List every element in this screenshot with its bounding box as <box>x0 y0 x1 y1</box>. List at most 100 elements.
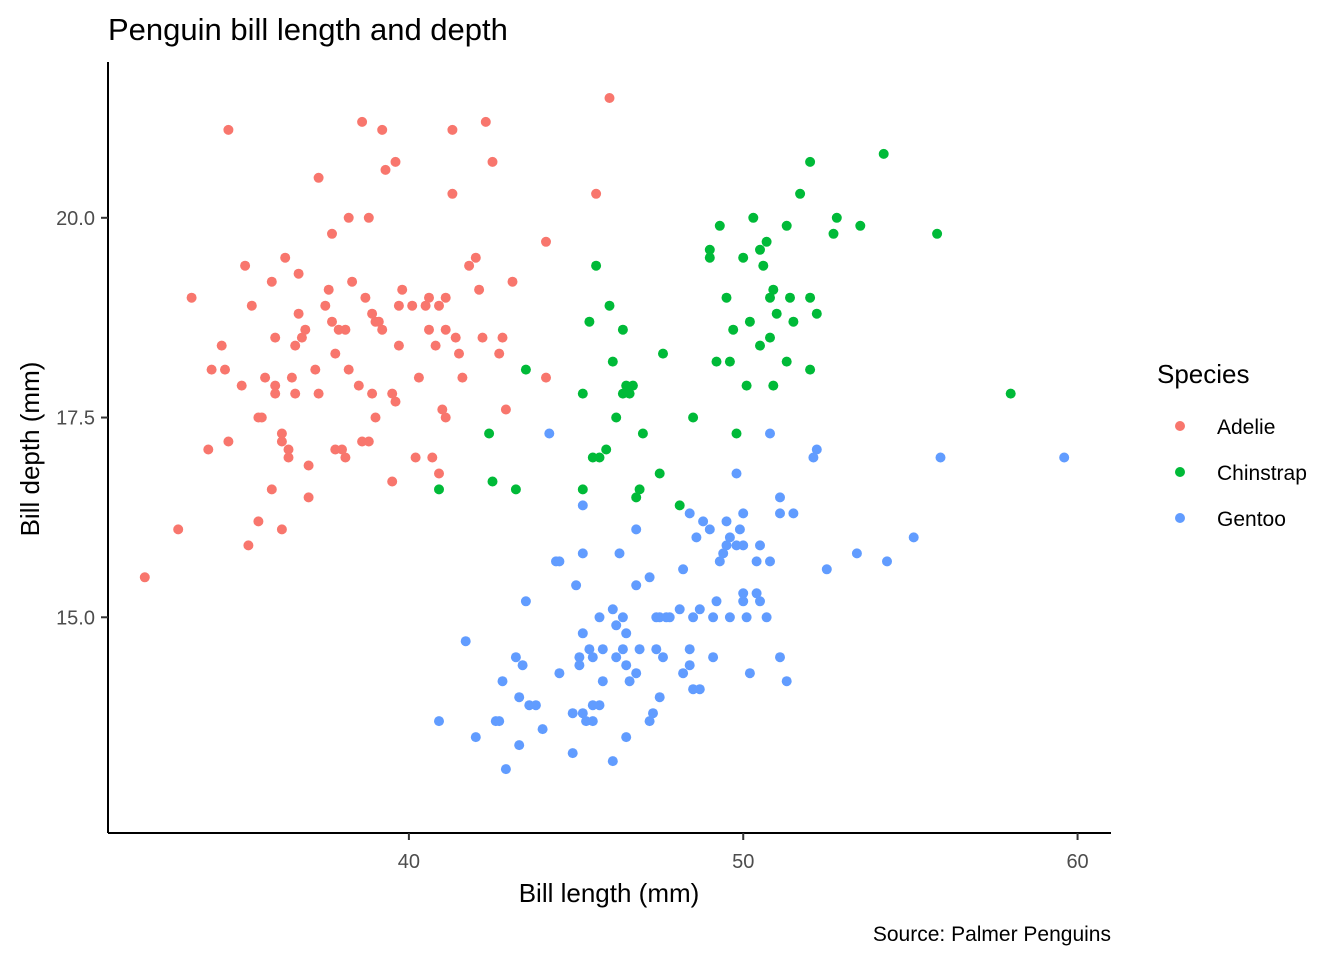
data-point <box>761 236 772 247</box>
data-point <box>755 596 765 607</box>
data-point <box>407 300 418 311</box>
data-point <box>434 468 444 479</box>
data-point <box>755 340 765 351</box>
data-point <box>678 668 689 679</box>
x-tick-label: 50 <box>732 851 754 873</box>
data-point <box>1005 388 1016 399</box>
data-point <box>932 228 943 239</box>
data-point <box>420 300 431 311</box>
data-point <box>694 604 705 615</box>
data-point <box>718 548 729 559</box>
data-point <box>296 332 307 343</box>
data-point <box>577 548 588 559</box>
data-point <box>567 748 578 759</box>
data-point <box>808 452 819 463</box>
data-point <box>437 404 448 415</box>
data-point <box>607 604 618 615</box>
data-point <box>313 388 324 399</box>
data-point <box>594 452 605 463</box>
data-point <box>678 564 689 575</box>
data-point <box>554 556 565 567</box>
data-point <box>724 356 735 367</box>
data-point <box>627 380 638 391</box>
data-point <box>340 324 351 335</box>
data-point <box>631 580 642 591</box>
data-point <box>360 292 371 303</box>
data-point <box>765 428 775 439</box>
data-point <box>246 300 257 311</box>
data-point <box>805 156 816 167</box>
x-tick-label: 60 <box>1066 851 1088 873</box>
data-point <box>303 460 314 471</box>
data-point <box>631 668 642 679</box>
data-point <box>698 516 709 527</box>
data-point <box>788 508 799 519</box>
data-point <box>805 364 816 375</box>
data-point <box>587 716 598 727</box>
series-adelie <box>139 93 615 583</box>
x-tick-label: 40 <box>398 851 420 873</box>
data-point <box>474 284 485 295</box>
data-point <box>434 716 444 727</box>
data-point <box>497 332 508 343</box>
data-point <box>363 212 374 223</box>
data-point <box>601 444 612 455</box>
data-point <box>514 692 525 703</box>
y-tick-label: 15.0 <box>56 607 95 629</box>
data-point <box>654 692 665 703</box>
data-point <box>283 452 294 463</box>
data-point <box>607 756 618 767</box>
data-point <box>139 572 150 583</box>
data-point <box>828 228 839 239</box>
data-point <box>694 684 705 695</box>
data-point <box>617 324 628 335</box>
data-point <box>434 300 444 311</box>
data-point <box>310 364 321 375</box>
data-point <box>597 676 608 687</box>
data-point <box>621 732 632 743</box>
data-point <box>413 372 424 383</box>
data-point <box>240 260 251 271</box>
data-point <box>373 316 384 327</box>
y-tick-label: 20.0 <box>56 208 95 230</box>
data-point <box>724 532 735 543</box>
data-point <box>648 708 658 719</box>
x-axis-label: Bill length (mm) <box>519 878 700 908</box>
data-point <box>440 292 451 303</box>
data-point <box>674 604 685 615</box>
data-point <box>631 492 642 503</box>
data-point <box>220 364 230 375</box>
data-point <box>266 484 277 495</box>
data-point <box>487 476 498 487</box>
data-point <box>731 428 742 439</box>
x-axis-ticks: 40 50 60 <box>398 833 1089 873</box>
data-point <box>390 396 401 407</box>
data-point <box>447 188 458 199</box>
data-point <box>607 356 618 367</box>
data-point <box>755 540 765 551</box>
data-point <box>738 588 749 599</box>
data-point <box>343 364 354 375</box>
data-point <box>541 372 551 383</box>
data-point <box>270 388 281 399</box>
data-point <box>487 156 498 167</box>
data-point <box>584 644 595 655</box>
data-point <box>216 340 227 351</box>
data-point <box>637 428 648 439</box>
data-point <box>714 556 725 567</box>
data-point <box>684 644 695 655</box>
data-point <box>734 524 745 535</box>
data-point <box>353 380 364 391</box>
data-point <box>424 324 434 335</box>
data-point <box>785 292 795 303</box>
data-point <box>721 516 732 527</box>
data-point <box>684 660 695 671</box>
data-point <box>520 596 531 607</box>
legend-label-chinstrap: Chinstrap <box>1217 462 1307 485</box>
data-point <box>594 700 605 711</box>
legend-key-gentoo <box>1175 513 1185 523</box>
data-point <box>276 428 287 439</box>
legend-key-adelie <box>1175 421 1185 431</box>
data-point <box>497 676 508 687</box>
data-point <box>611 620 622 631</box>
